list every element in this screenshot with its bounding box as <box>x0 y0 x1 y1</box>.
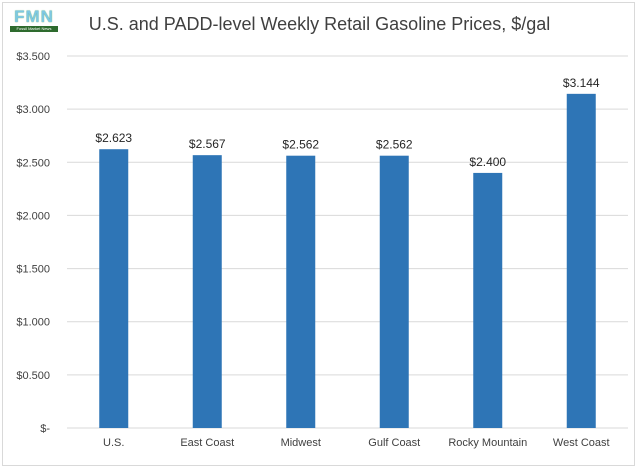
data-label: $2.400 <box>469 155 506 169</box>
y-tick-label: $2.000 <box>16 210 50 222</box>
bar-west-coast <box>566 93 596 429</box>
y-tick-label: $3.500 <box>16 51 50 63</box>
y-tick-label: $0.500 <box>16 370 50 382</box>
y-tick-label: $3.000 <box>16 104 50 116</box>
bar-midwest <box>286 155 316 429</box>
logo-tagline: Fossil Market News <box>10 26 58 32</box>
x-tick-label: West Coast <box>553 437 610 449</box>
gridlines <box>67 55 628 429</box>
x-tick-label: East Coast <box>180 437 234 449</box>
data-label: $2.562 <box>376 138 413 152</box>
data-label: $2.623 <box>95 131 132 145</box>
y-tick-label: $1.000 <box>16 317 50 329</box>
bar-rocky-mountain <box>473 172 503 428</box>
y-tick-label: $- <box>40 423 50 435</box>
x-axis-tick-labels: U.S. East Coast Midwest Gulf Coast Rocky Mou… <box>103 437 610 449</box>
bar-east-coast <box>192 155 222 429</box>
fmn-logo: FMN Fossil Market News <box>10 8 58 34</box>
data-label: $2.567 <box>189 137 226 151</box>
y-tick-label: $1.500 <box>16 264 50 276</box>
x-tick-label: U.S. <box>103 437 124 449</box>
x-tick-label: Rocky Mountain <box>448 437 527 449</box>
y-tick-label: $2.500 <box>16 157 50 169</box>
bar-u-s <box>99 149 129 428</box>
bar-gulf-coast <box>379 155 409 429</box>
y-axis-tick-labels: $- $0.500 $1.000 $1.500 $2.000 $2.500 $3.000 $3… <box>16 51 50 435</box>
x-tick-label: Midwest <box>281 437 321 449</box>
x-tick-label: Gulf Coast <box>368 437 420 449</box>
data-label: $2.562 <box>282 138 319 152</box>
chart-title: U.S. and PADD-level Weekly Retail Gasoli… <box>88 14 551 34</box>
bars <box>99 93 596 429</box>
logo-letters: FMN <box>14 7 54 26</box>
data-label: $3.144 <box>563 76 600 90</box>
data-labels: $2.623 $2.567 $2.562 $2.562 $2.400 $3.144 <box>95 76 600 169</box>
